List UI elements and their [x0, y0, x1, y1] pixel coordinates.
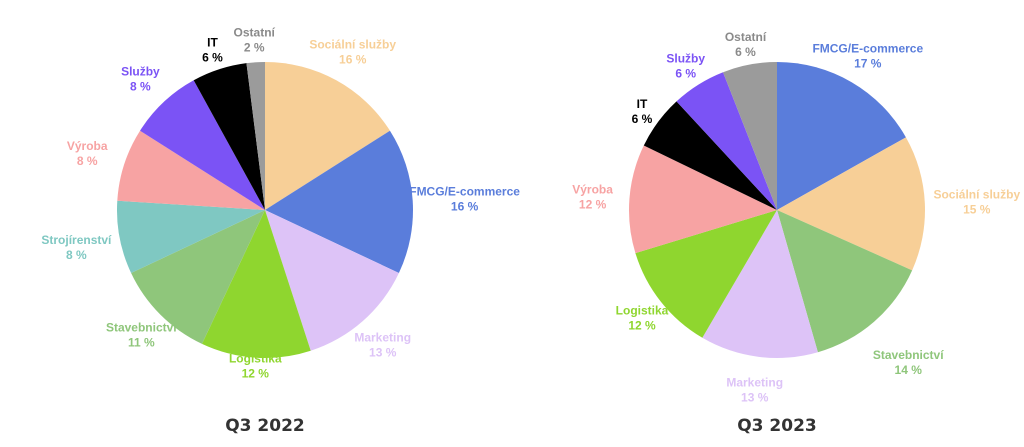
- pie-slice-socialni-sluzby: [265, 62, 390, 210]
- pie-slice-marketing: [702, 210, 818, 359]
- slice-label-logistika: Logistika 12 %: [616, 304, 669, 333]
- slice-label-socialni-sluzby: Sociální služby 16 %: [309, 38, 396, 67]
- slice-label-strojirenstvi: Strojírenství 8 %: [41, 233, 112, 262]
- pie-chart-q3-2023: FMCG/E-commerce 17 % Sociální služby 15 % St…: [572, 30, 1020, 436]
- slice-label-stavebnictvi: Stavebnictví 14 %: [873, 348, 944, 377]
- pie-slice-sluzby: [676, 72, 777, 210]
- pie-slice-sluzby: [140, 80, 265, 210]
- slice-label-marketing: Marketing 13 %: [354, 331, 411, 360]
- slice-label-it: IT 6 %: [632, 97, 653, 126]
- pie-slice-fmcg-e-commerce: [777, 62, 906, 210]
- slice-label-sluzby: Služby 6 %: [666, 51, 705, 80]
- pie-chart-q3-2022: Sociální služby 16 % FMCG/E-commerce 16 % Ma…: [41, 25, 520, 436]
- slice-label-ostatni: Ostatní 6 %: [725, 30, 767, 59]
- slice-label-socialni-sluzby: Sociální služby 15 %: [933, 188, 1020, 217]
- pie-slice-logistika: [635, 210, 777, 338]
- slice-label-fmcg-e-commerce: FMCG/E-commerce 16 %: [409, 184, 520, 213]
- slice-label-vyroba: Výroba 12 %: [572, 183, 613, 212]
- pie-slice-marketing: [265, 210, 399, 351]
- pie-slice-logistika: [201, 210, 311, 359]
- slice-label-fmcg-e-commerce: FMCG/E-commerce 17 %: [812, 42, 923, 71]
- pie-slice-stavebnictvi: [131, 210, 265, 344]
- chart-title: Q3 2022: [225, 416, 305, 436]
- slice-label-vyroba: Výroba 8 %: [67, 139, 108, 168]
- slice-label-sluzby: Služby 8 %: [121, 64, 160, 93]
- pie-slice-vyroba: [117, 130, 265, 210]
- pie-slice-fmcg-e-commerce: [265, 130, 413, 274]
- pie-slice-it: [643, 101, 777, 210]
- pie-slice-vyroba: [628, 145, 777, 254]
- slice-label-stavebnictvi: Stavebnictví 11 %: [106, 321, 177, 350]
- pie-slice-socialni-sluzby: [777, 137, 925, 271]
- slice-label-it: IT 6 %: [202, 35, 223, 64]
- pie-slice-ostatni: [246, 62, 265, 210]
- pie-slice-strojirenstvi: [116, 200, 265, 274]
- slice-label-marketing: Marketing 13 %: [726, 376, 783, 405]
- pie-slice-ostatni: [723, 62, 777, 210]
- pie-slice-stavebnictvi: [777, 210, 913, 353]
- chart-title: Q3 2023: [737, 416, 817, 436]
- pie-slice-it: [193, 63, 265, 210]
- slice-label-logistika: Logistika 12 %: [229, 352, 282, 381]
- slice-label-ostatni: Ostatní 2 %: [234, 25, 276, 54]
